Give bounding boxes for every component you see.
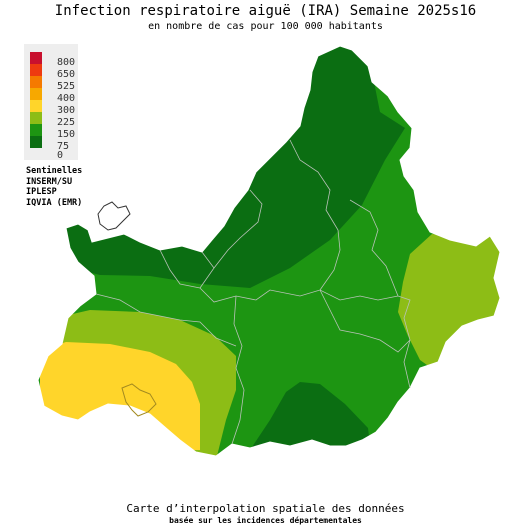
legend-swatch-400 [30,88,42,100]
source-line: Sentinelles [26,166,83,176]
legend-label: 650 [57,69,76,80]
department-border [159,249,201,289]
data-sources: Sentinelles INSERM/SU IPLESP IQVIA (EMR) [26,166,82,208]
zone-light-green-east [398,234,500,370]
legend-label: 400 [57,93,76,104]
legend-label: 75 [57,141,70,152]
department-border [231,295,245,445]
region-outline [37,45,501,457]
legend-label: 225 [57,117,76,128]
source-line: IPLESP [26,187,57,197]
department-border [397,295,411,389]
department-border [289,139,341,291]
legend-label: 150 [57,129,76,140]
map-title: Infection respiratoire aiguë (IRA) Semai… [54,3,477,19]
legend-swatch-150 [30,124,42,136]
source-line: IQVIA (EMR) [26,197,83,208]
legend: 800 650 525 400 300 225 150 75 0 [24,44,78,161]
legend-label: 300 [57,105,76,116]
legend-swatch-800 [30,52,42,64]
department-borders [95,139,411,445]
legend-label: 525 [57,81,76,92]
map-caption-detail: basée sur les incidences départementales [169,516,362,525]
department-border [213,189,263,269]
department-border [95,293,237,347]
source-line: INSERM/SU [26,176,73,187]
department-border [319,289,411,353]
legend-label: 0 [57,150,64,161]
isolated-enclave [97,201,131,231]
etang-de-berre [121,383,157,417]
map-caption: Carte d’interpolation spatiale des donné… [126,502,405,515]
legend-swatch-75 [30,136,42,148]
map-subtitle: en nombre de cas pour 100 000 habitants [148,21,383,32]
legend-swatch-650 [30,64,42,76]
legend-swatch-525 [30,76,42,88]
legend-label: 800 [57,57,76,68]
department-border [349,199,399,297]
legend-swatch-300 [30,100,42,112]
legend-swatch-225 [30,112,42,124]
